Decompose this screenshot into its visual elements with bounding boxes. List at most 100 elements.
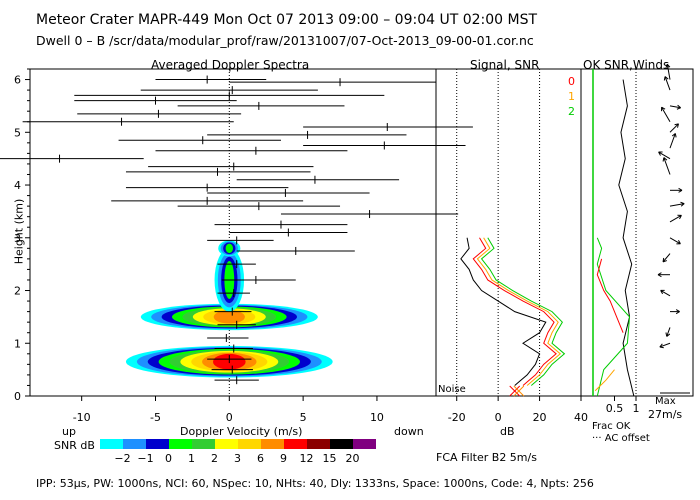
height-tick-label-1: 1 xyxy=(14,337,21,350)
wind-arrowhead-a-17 xyxy=(659,343,663,348)
colorbar-swatch-9 xyxy=(307,439,330,449)
colorbar-label-5: 3 xyxy=(234,452,241,465)
colorbar-swatch-2 xyxy=(146,439,169,449)
noise-label: Noise xyxy=(438,384,466,395)
snr-line-signal xyxy=(460,237,547,386)
wind-arrowhead-a-1 xyxy=(664,76,669,80)
colorbar-label-4: 2 xyxy=(211,452,218,465)
wind-arrowhead-a-13 xyxy=(657,272,662,276)
colorbar-swatch-6 xyxy=(238,439,261,449)
colorbar-label-10: 20 xyxy=(345,452,360,465)
wind-arrow-6 xyxy=(658,151,671,160)
wind-arrow-2 xyxy=(669,105,681,109)
colorbar-label-6: 6 xyxy=(257,452,264,465)
wind-arrowhead-a-0 xyxy=(666,63,671,68)
height-tick-label-5: 5 xyxy=(14,126,21,139)
wind-arrow-1 xyxy=(664,76,671,91)
wind-arrowhead-a-7 xyxy=(663,157,668,161)
wind-arrow-14 xyxy=(660,289,671,297)
wind-arrowhead-b-2 xyxy=(677,104,681,109)
wind-arrowhead-a-9 xyxy=(680,203,685,207)
colorbar-label-7: 9 xyxy=(280,452,287,465)
wind-arrow-11 xyxy=(669,237,681,245)
height-tick-label-3: 3 xyxy=(14,232,21,245)
noise-marker-b-1 xyxy=(513,385,525,397)
snr-line-2 xyxy=(480,237,566,386)
wind-arrowhead-b-5 xyxy=(671,133,676,137)
spectra-x-tick-label-0: -10 xyxy=(73,411,91,424)
max-value: 27m/s xyxy=(648,408,683,421)
wind-arrow-7 xyxy=(663,157,671,175)
frac-line-frac_ok_orange xyxy=(594,369,615,392)
colorbar-swatch-5 xyxy=(215,439,238,449)
wind-arrowhead-a-2 xyxy=(676,107,681,110)
signal-panel-frame xyxy=(435,68,582,397)
snr-winds-panel-frame xyxy=(580,68,694,397)
colorbar-title: SNR dB xyxy=(54,439,95,452)
snr-line-0 xyxy=(472,237,557,386)
signal-x-axis-label: dB xyxy=(500,425,515,438)
wind-arrowhead-a-4 xyxy=(677,123,679,128)
wind-arrowhead-b-11 xyxy=(678,240,681,245)
snr-contour-3-3 xyxy=(225,243,234,254)
frac-line-frac_ok_black xyxy=(618,79,635,397)
snr-line-1 xyxy=(476,237,562,386)
colorbar-swatch-4 xyxy=(192,439,215,449)
colorbar-label-8: 12 xyxy=(299,452,314,465)
signal-x-tick-label-3: 40 xyxy=(574,411,588,424)
up-label: up xyxy=(62,425,76,438)
spectra-panel-title: Averaged Doppler Spectra xyxy=(151,58,310,72)
wind-arrowhead-a-12 xyxy=(662,257,665,262)
wind-arrowhead-a-15 xyxy=(675,311,680,315)
wind-arrow-16 xyxy=(666,327,671,337)
signal-x-tick-label-2: 20 xyxy=(533,411,547,424)
ok-legend-2: 2 xyxy=(568,105,575,118)
height-tick-label-0: 0 xyxy=(14,390,21,403)
colorbar-label-3: 1 xyxy=(188,452,195,465)
spectra-x-tick-label-4: 10 xyxy=(370,411,384,424)
spectra-x-axis-label: Doppler Velocity (m/s) xyxy=(180,425,303,438)
wind-arrowhead-b-1 xyxy=(663,76,666,81)
frac-x-tick-label-0: 0.5 xyxy=(606,402,624,415)
ok-legend-0: 0 xyxy=(568,75,575,88)
wind-arrowhead-a-16 xyxy=(665,332,668,337)
wind-arrow-4 xyxy=(669,123,679,133)
colorbar-label-9: 15 xyxy=(322,452,337,465)
colorbar-label-1: −1 xyxy=(137,452,154,465)
wind-arrowhead-b-9 xyxy=(680,201,685,205)
noise-marker-b-0 xyxy=(509,385,521,397)
colorbar-swatch-1 xyxy=(123,439,146,449)
wind-arrowhead-b-15 xyxy=(675,309,680,313)
snr-contour-0-7 xyxy=(213,310,245,324)
wind-arrowhead-b-16 xyxy=(666,333,671,337)
frac-line-frac_ok_red xyxy=(596,258,624,333)
wind-arrow-10 xyxy=(669,214,682,223)
wind-arrowhead-b-7 xyxy=(662,157,665,162)
spectra-x-tick-label-1: -5 xyxy=(150,411,161,424)
colorbar-label-0: −2 xyxy=(114,452,131,465)
height-tick-label-2: 2 xyxy=(14,285,21,298)
wind-arrow-0 xyxy=(666,64,671,80)
frac-line-frac_ok_green xyxy=(596,237,631,397)
wind-arrow-5 xyxy=(669,133,676,149)
height-tick-label-6: 6 xyxy=(14,74,21,87)
colorbar-swatch-11 xyxy=(353,439,376,449)
height-tick-label-4: 4 xyxy=(14,179,21,192)
colorbar-swatch-3 xyxy=(169,439,192,449)
wind-arrowhead-b-6 xyxy=(658,151,661,156)
ok-legend-1: 1 xyxy=(568,90,575,103)
spectra-x-tick-label-2: 0 xyxy=(226,411,233,424)
title-line-1: Meteor Crater MAPR-449 Mon Oct 07 2013 0… xyxy=(36,12,538,28)
wind-arrowhead-a-8 xyxy=(678,189,683,193)
frac-ok-label: Frac OK xyxy=(592,421,631,432)
signal-x-tick-label-0: -20 xyxy=(448,411,466,424)
max-label: Max xyxy=(655,396,676,407)
wind-arrowhead-b-12 xyxy=(662,260,668,263)
wind-arrowhead-b-0 xyxy=(665,64,668,69)
colorbar-swatch-0 xyxy=(100,439,123,449)
colorbar-label-2: 0 xyxy=(165,452,172,465)
colorbar-swatch-8 xyxy=(284,439,307,449)
snr-winds-panel-title: OK SNR,Winds xyxy=(583,58,670,72)
frac-x-tick-label-1: 1 xyxy=(633,402,640,415)
signal-x-tick-label-1: 0 xyxy=(495,411,502,424)
